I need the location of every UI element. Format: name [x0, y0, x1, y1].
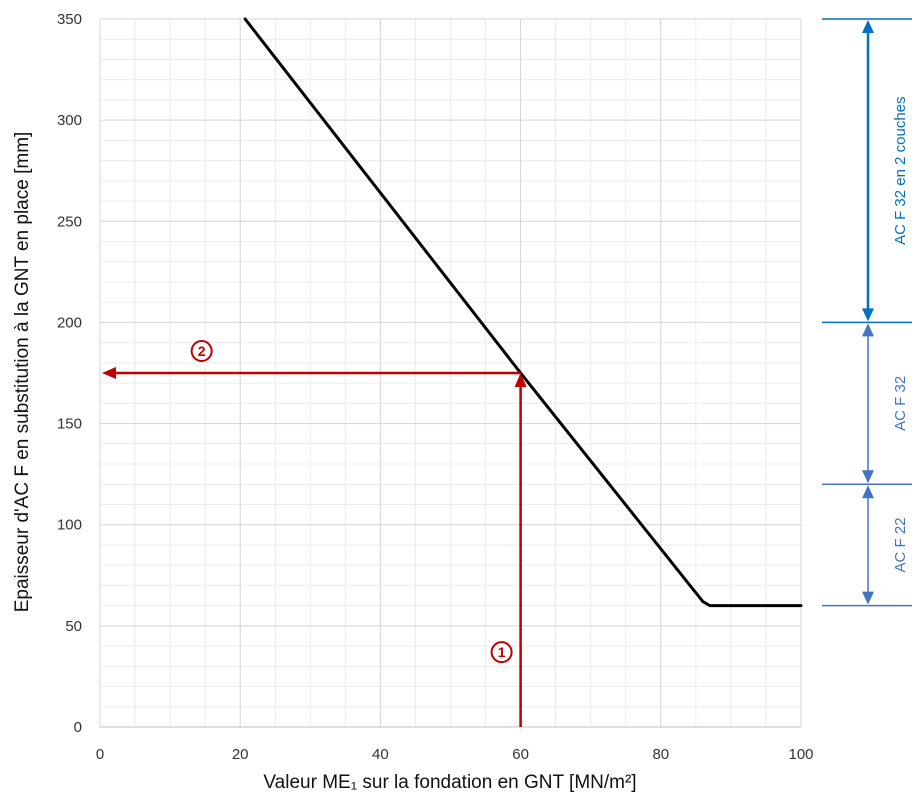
- y-tick-label: 50: [65, 618, 82, 635]
- series-layer: [243, 17, 803, 608]
- x-axis-title: Valeur ME₁ sur la fondation en GNT [MN/m…: [263, 772, 636, 793]
- band-arrowhead-up: [862, 485, 874, 499]
- marker-2-circle: [190, 340, 213, 362]
- x-tick-label: 80: [652, 746, 669, 763]
- y-tick-label: 100: [57, 517, 82, 534]
- x-tick-label: 40: [372, 746, 389, 763]
- example-reading: 12: [102, 340, 527, 727]
- marker-1-circle: [490, 641, 513, 664]
- x-tick-labels: 0 20 40 60 80 100: [96, 746, 814, 763]
- band-arrowhead-down: [862, 308, 874, 322]
- minor-gridlines: [100, 19, 801, 727]
- band-label: AC F 22: [892, 517, 909, 572]
- band-arrowhead-down: [862, 470, 874, 484]
- horizontal-arrowhead: [102, 367, 116, 379]
- thickness-curve: [243, 17, 803, 608]
- y-tick-labels: 0 50 100 150 200 250 300 350: [57, 11, 82, 736]
- thickness-bands: AC F 32 en 2 couches AC F 32 AC F 22: [822, 18, 912, 607]
- x-tick-label: 60: [512, 746, 529, 763]
- y-tick-label: 300: [57, 112, 82, 129]
- band-arrowhead-down: [862, 591, 874, 605]
- y-axis-title: Epaisseur d'AC F en substitution à la GN…: [12, 132, 33, 613]
- x-tick-label: 0: [96, 746, 104, 763]
- marker-2-label: 2: [198, 343, 206, 359]
- x-tick-label: 20: [232, 746, 249, 763]
- x-tick-label: 100: [788, 746, 813, 763]
- band-arrowhead-up: [862, 20, 874, 33]
- band-label: AC F 32 en 2 couches: [892, 97, 909, 245]
- vertical-arrowhead: [514, 373, 527, 387]
- band-label: AC F 32: [892, 376, 909, 431]
- y-tick-label: 0: [74, 719, 82, 736]
- y-tick-label: 200: [57, 314, 82, 331]
- band-arrowhead-up: [862, 323, 874, 337]
- marker-1-label: 1: [498, 644, 506, 660]
- y-tick-label: 350: [57, 11, 82, 28]
- y-tick-label: 250: [57, 213, 82, 230]
- y-tick-label: 150: [57, 416, 82, 433]
